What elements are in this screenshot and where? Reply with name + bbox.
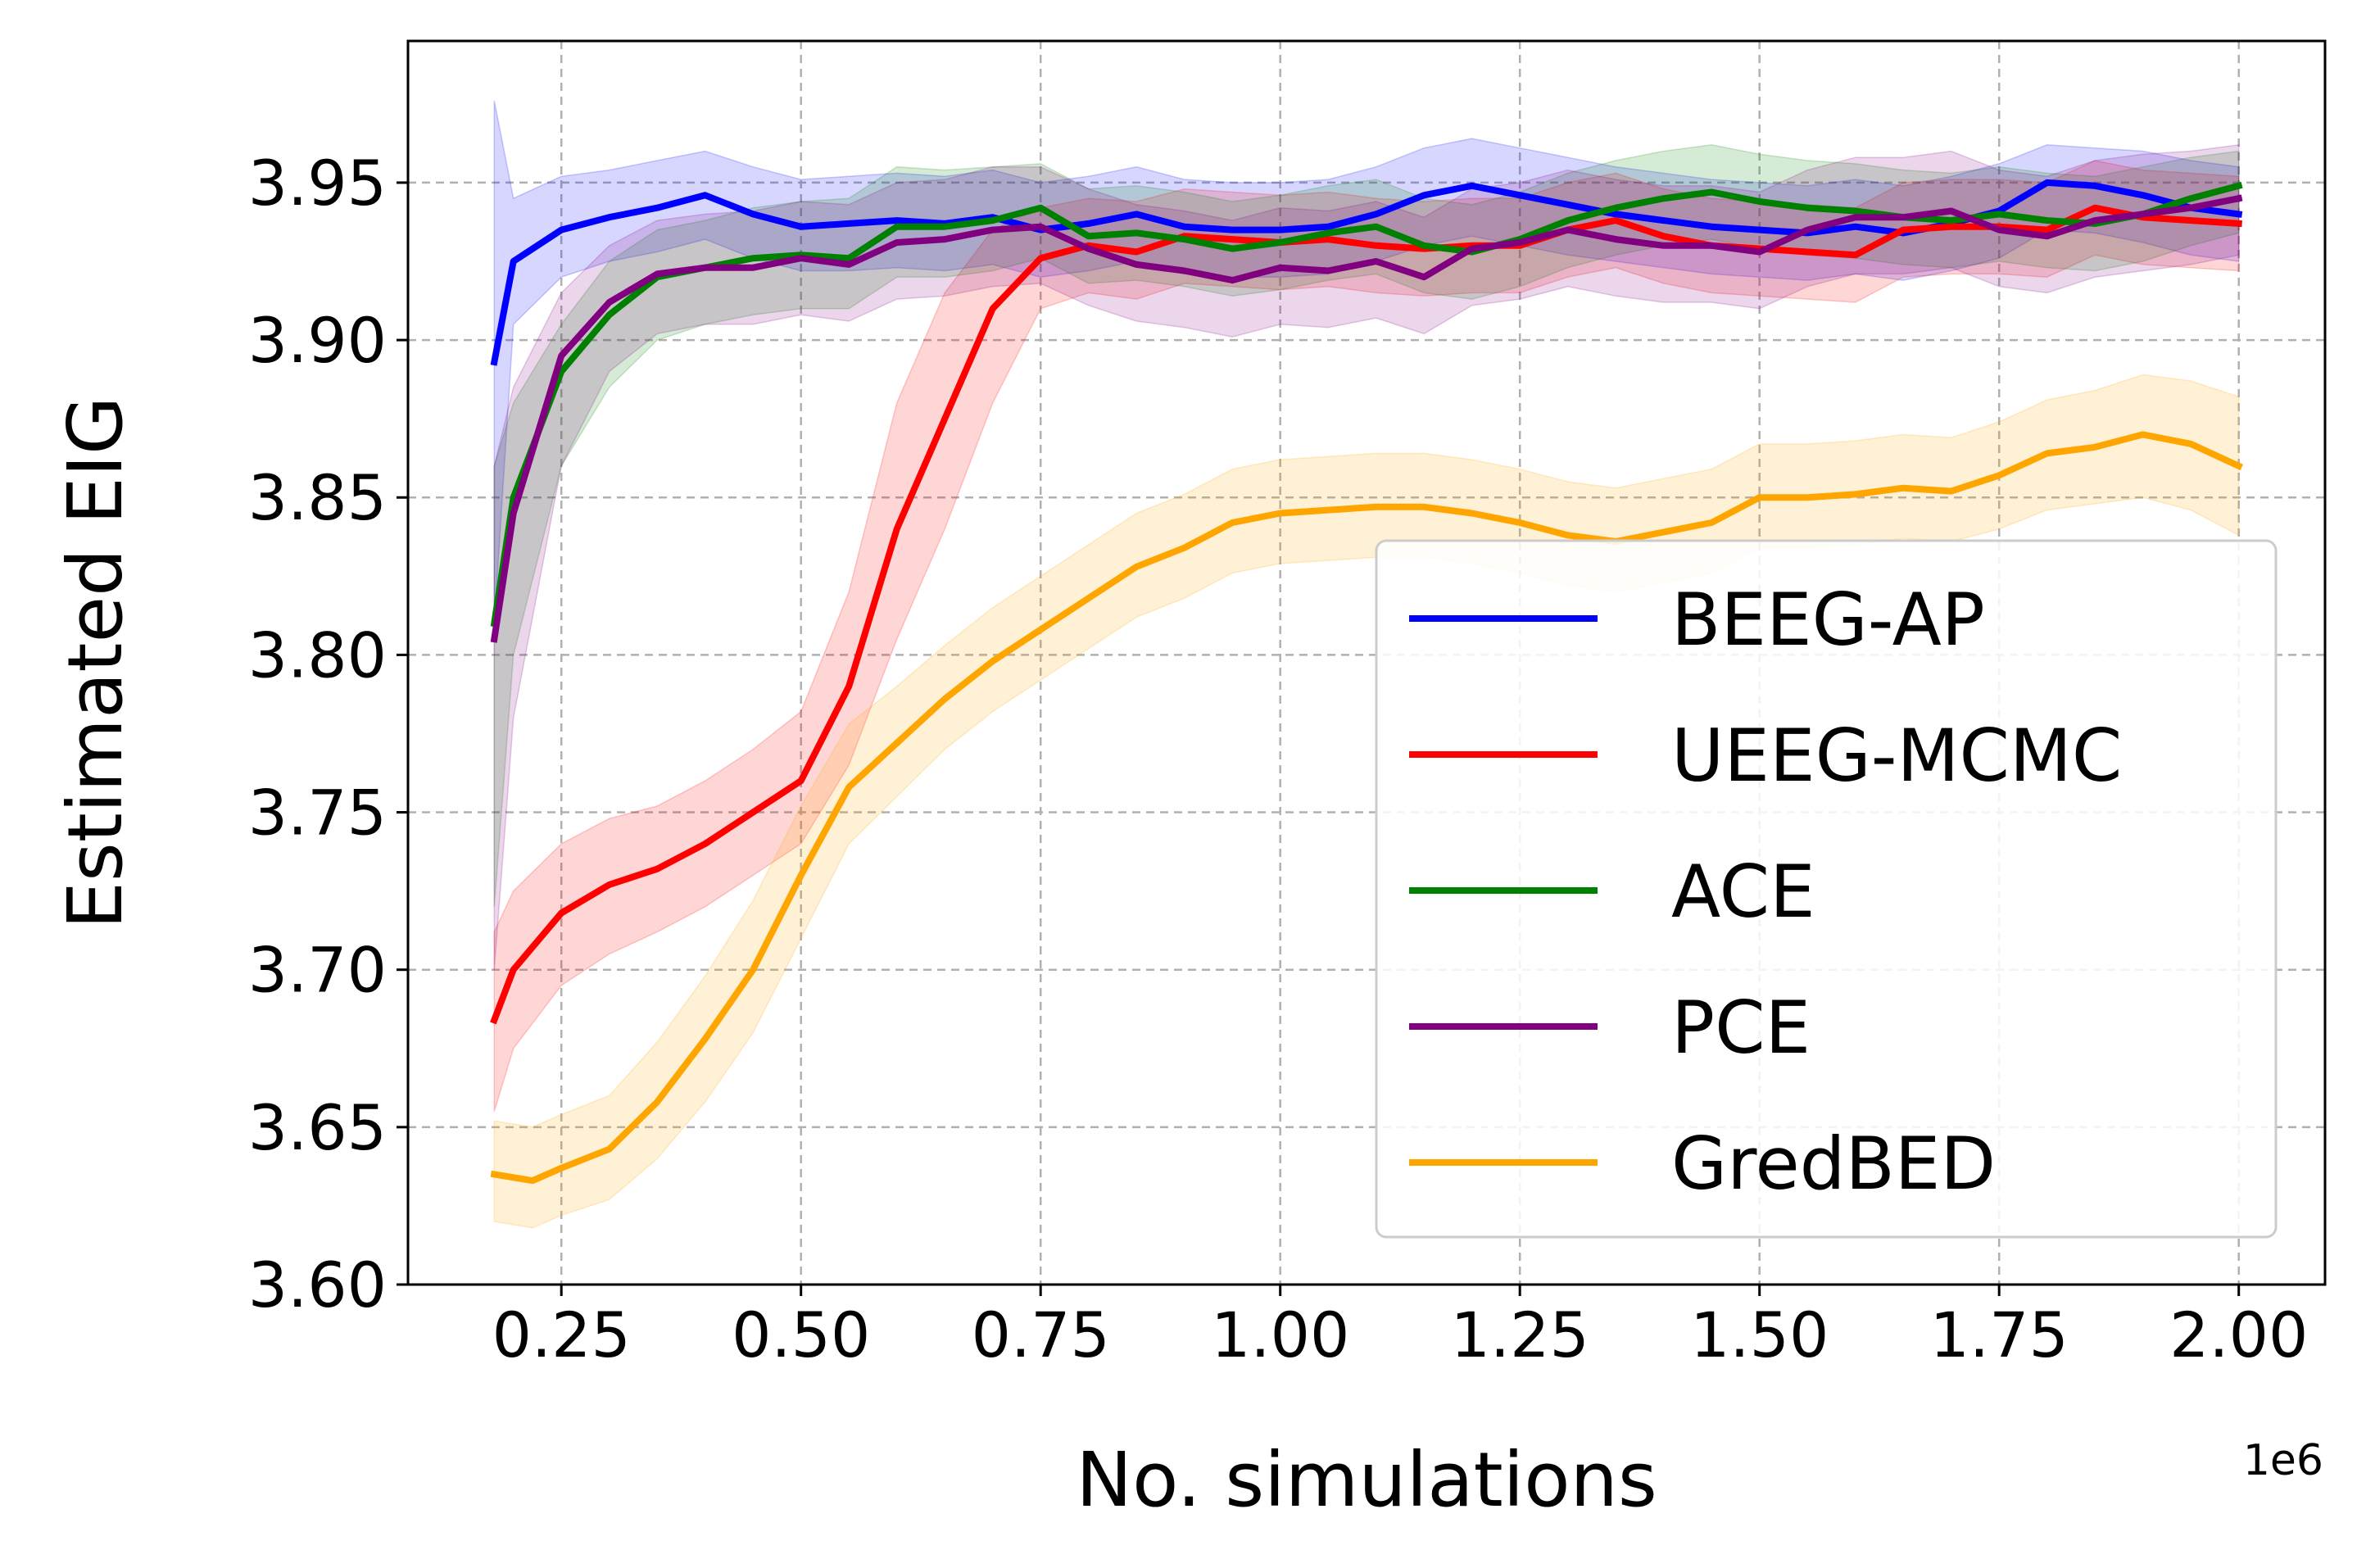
legend: BEEG-AP UEEG-MCMC ACE PCE GredBED [1375, 539, 2278, 1239]
y-tick-label: 3.90 [248, 304, 387, 377]
x-tick-label: 2.00 [2169, 1298, 2308, 1371]
y-tick-label: 3.95 [248, 147, 387, 220]
y-tick-label: 3.65 [248, 1091, 387, 1164]
x-axis-offset-label: 1e6 [2243, 1436, 2323, 1485]
x-tick-label: 0.25 [492, 1298, 631, 1371]
x-tick-label: 1.00 [1211, 1298, 1349, 1371]
y-tick-label: 3.85 [248, 461, 387, 534]
x-tick-label: 0.75 [972, 1298, 1110, 1371]
x-axis-ticks: 0.25 0.50 0.75 1.00 1.25 1.50 1.75 2.00 [492, 1285, 2308, 1371]
legend-box [1375, 539, 2278, 1239]
legend-label: PCE [1671, 986, 1811, 1070]
band-ueeg-mcmc [493, 160, 2240, 1112]
y-tick-label: 3.60 [248, 1249, 387, 1321]
legend-label: GredBED [1671, 1122, 1996, 1206]
line-ace [490, 181, 2243, 628]
y-tick-label: 3.75 [248, 777, 387, 850]
legend-label: ACE [1671, 850, 1815, 934]
y-axis-label: Estimated EIG [52, 397, 139, 930]
line-pce [490, 194, 2243, 643]
x-tick-label: 1.75 [1930, 1298, 2069, 1371]
x-tick-label: 1.50 [1690, 1298, 1829, 1371]
legend-label: BEEG-AP [1671, 578, 1985, 662]
x-tick-label: 1.25 [1451, 1298, 1589, 1371]
x-axis-label: No. simulations [1076, 1436, 1657, 1524]
legend-label: UEEG-MCMC [1671, 714, 2122, 798]
y-tick-label: 3.70 [248, 934, 387, 1007]
series-lines [490, 179, 2244, 1185]
plot-frame [406, 39, 2327, 1286]
y-tick-label: 3.80 [248, 619, 387, 691]
x-tick-label: 0.50 [732, 1298, 870, 1371]
line-ueeg-mcmc [490, 204, 2242, 1025]
y-axis-ticks: 3.60 3.65 3.70 3.75 3.80 3.85 3.90 3.95 [248, 147, 408, 1321]
line-gredbed [490, 431, 2244, 1185]
